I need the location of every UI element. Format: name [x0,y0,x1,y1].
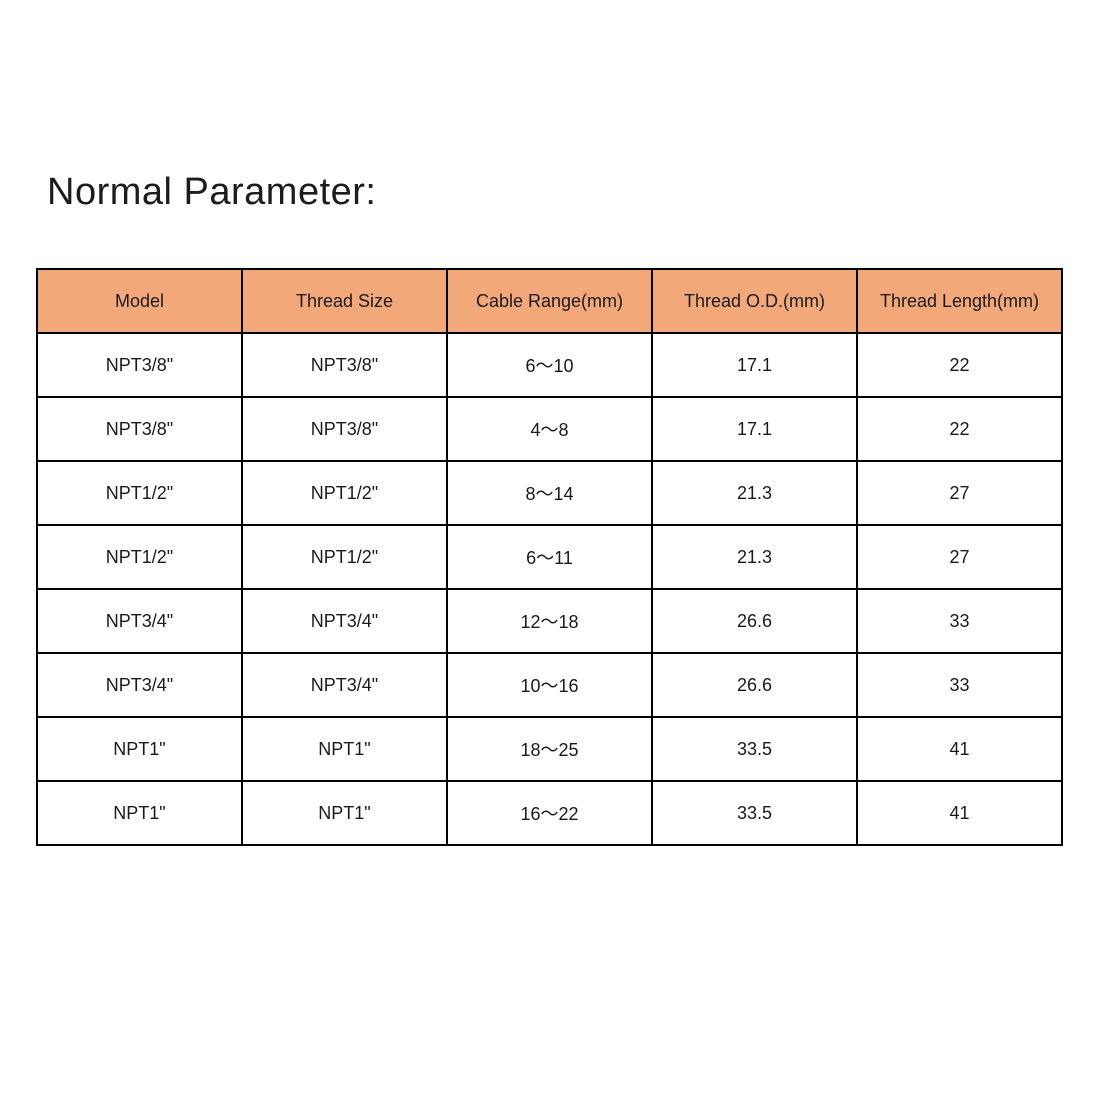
table-row: NPT3/4" NPT3/4" 10～16 26.6 33 [36,652,1063,718]
table-cell: NPT1/2" [36,524,243,590]
table-cell: 12～18 [446,588,653,654]
table-cell: 33 [856,652,1063,718]
table-row: NPT1" NPT1" 16～22 33.5 41 [36,780,1063,846]
table-cell: NPT1/2" [36,460,243,526]
header-cell: Thread Length(mm) [856,268,1063,334]
parameters-table-body: NPT3/8" NPT3/8" 6～10 17.1 22 NPT3/8" NPT3/8" 4～… [36,332,1063,846]
table-cell: 26.6 [651,652,858,718]
table-cell: NPT1/2" [241,524,448,590]
table-cell: 6～10 [446,332,653,398]
table-cell: 8～14 [446,460,653,526]
table-cell: 16～22 [446,780,653,846]
table-cell: NPT3/8" [241,396,448,462]
table-cell: 18～25 [446,716,653,782]
table-cell: 10～16 [446,652,653,718]
table-cell: NPT1" [241,716,448,782]
parameters-table-head: Model Thread Size Cable Range(mm) Thread O.… [36,268,1063,334]
table-cell: NPT1" [36,780,243,846]
table-cell: NPT3/8" [36,332,243,398]
header-cell: Thread O.D.(mm) [651,268,858,334]
table-cell: 33.5 [651,716,858,782]
table-cell: 41 [856,780,1063,846]
table-cell: NPT1" [241,780,448,846]
table-cell: 33.5 [651,780,858,846]
table-cell: NPT3/8" [36,396,243,462]
table-cell: 21.3 [651,460,858,526]
table-cell: 41 [856,716,1063,782]
table-row: NPT3/4" NPT3/4" 12～18 26.6 33 [36,588,1063,654]
table-cell: 27 [856,524,1063,590]
table-cell: 4～8 [446,396,653,462]
table-row: NPT1/2" NPT1/2" 6～11 21.3 27 [36,524,1063,590]
table-cell: 27 [856,460,1063,526]
table-cell: NPT3/4" [241,588,448,654]
header-cell: Cable Range(mm) [446,268,653,334]
table-cell: NPT1/2" [241,460,448,526]
table-cell: 21.3 [651,524,858,590]
table-cell: 22 [856,396,1063,462]
header-cell: Model [36,268,243,334]
parameters-table: Model Thread Size Cable Range(mm) Thread O.… [36,268,1063,846]
table-cell: NPT1" [36,716,243,782]
table-row: NPT3/8" NPT3/8" 6～10 17.1 22 [36,332,1063,398]
header-row: Model Thread Size Cable Range(mm) Thread O.… [36,268,1063,334]
table-cell: 17.1 [651,396,858,462]
table-cell: NPT3/4" [36,588,243,654]
table-row: NPT3/8" NPT3/8" 4～8 17.1 22 [36,396,1063,462]
table-cell: 22 [856,332,1063,398]
table-cell: 6～11 [446,524,653,590]
table-cell: 33 [856,588,1063,654]
table-cell: 17.1 [651,332,858,398]
table-cell: NPT3/4" [241,652,448,718]
table-cell: 26.6 [651,588,858,654]
table-row: NPT1" NPT1" 18～25 33.5 41 [36,716,1063,782]
header-cell: Thread Size [241,268,448,334]
table-row: NPT1/2" NPT1/2" 8～14 21.3 27 [36,460,1063,526]
table-cell: NPT3/4" [36,652,243,718]
table-cell: NPT3/8" [241,332,448,398]
page-title: Normal Parameter: [47,171,377,213]
